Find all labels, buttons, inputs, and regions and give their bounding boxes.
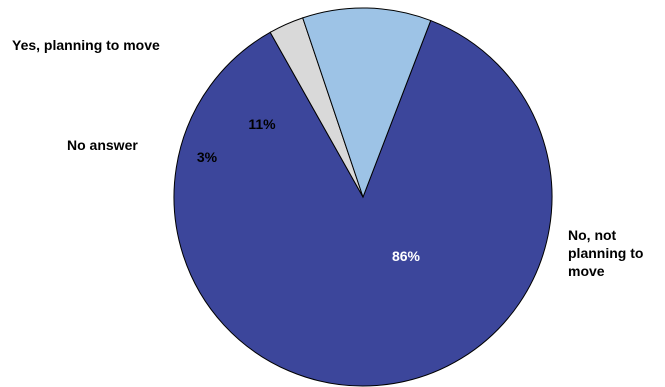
slice-label-no-answer: No answer <box>67 137 138 153</box>
slice-yes-planning <box>302 7 432 199</box>
slice-label-no-not-planning: No, not planning to move <box>568 227 647 279</box>
slice-no-not-planning <box>173 19 553 387</box>
pie-category-labels: No, not planning to move No answer Yes, … <box>12 37 647 279</box>
slice-value-no-not-planning: 86% <box>392 248 421 264</box>
slice-label-line: No, not <box>568 227 617 243</box>
pie-value-labels: 86% 3% 11% <box>197 116 421 264</box>
slice-value-yes-planning: 11% <box>248 116 276 132</box>
slice-label-yes-planning: Yes, planning to move <box>12 37 160 53</box>
pie-slices <box>173 7 553 387</box>
slice-label-line: planning to <box>568 245 643 261</box>
slice-label-line: move <box>568 263 605 279</box>
slice-value-no-answer: 3% <box>197 149 218 165</box>
